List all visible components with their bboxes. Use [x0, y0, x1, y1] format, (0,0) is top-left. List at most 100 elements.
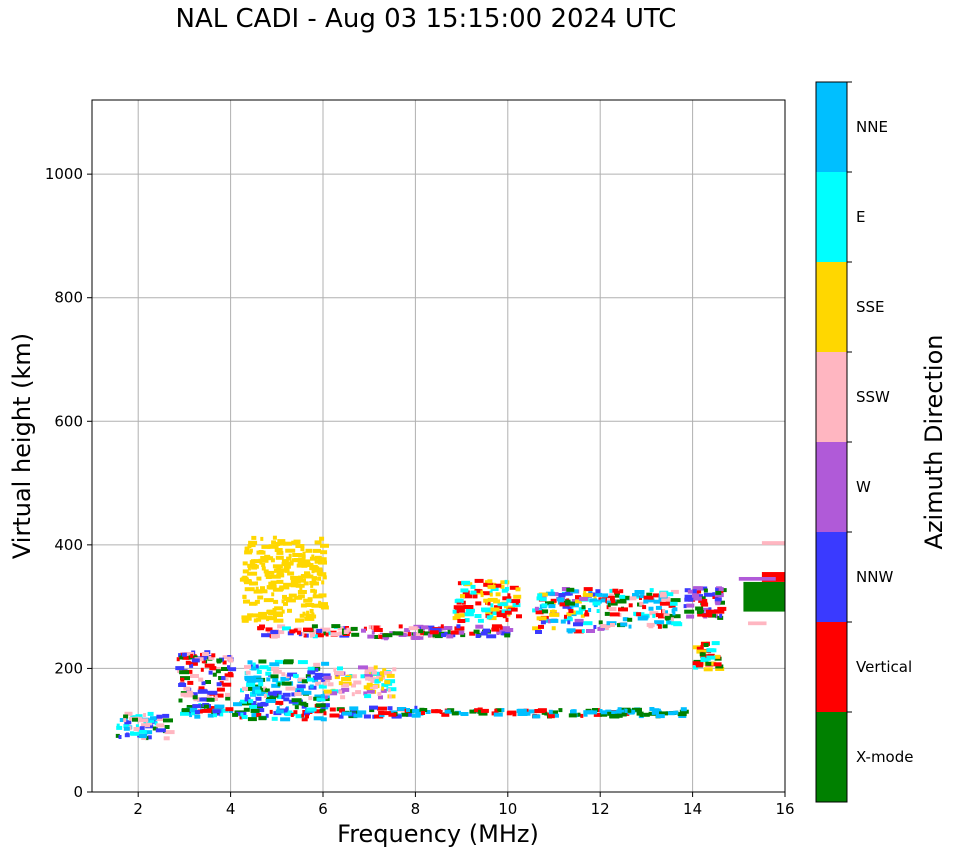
echo-cell [138, 718, 149, 723]
echo-cell [319, 557, 327, 562]
echo-cell [388, 694, 392, 699]
echo-cell [624, 708, 632, 713]
echo-cell [382, 668, 387, 673]
echo-cell [226, 656, 231, 661]
echo-cell [301, 679, 308, 684]
echo-cell [700, 596, 706, 601]
echo-cell [208, 655, 215, 660]
echo-cell [314, 709, 323, 714]
echo-cell [312, 633, 315, 637]
echo-cell [305, 714, 309, 719]
colorbar-tick-label: NNE [856, 118, 888, 136]
echo-cell [291, 698, 302, 703]
echo-cell [539, 597, 547, 602]
echo-cell [275, 700, 284, 705]
echo-cell [264, 572, 270, 577]
echo-cell [303, 578, 306, 583]
echo-cell [695, 663, 704, 668]
echo-cell [649, 611, 659, 616]
echo-cell [163, 718, 173, 723]
echo-cell [264, 554, 271, 559]
echo-cell [719, 600, 725, 605]
echo-cell [219, 712, 224, 717]
echo-cell [259, 560, 263, 565]
echo-cell [353, 680, 362, 685]
echo-cell [250, 543, 256, 548]
echo-cell [369, 708, 375, 713]
echo-cell [188, 661, 198, 666]
echo-cell [451, 711, 459, 716]
echo-cell [584, 610, 588, 615]
echo-cell [339, 690, 343, 695]
echo-cell [551, 609, 555, 614]
echo-cell [565, 601, 575, 606]
echo-cell [677, 712, 687, 717]
echo-cell [261, 544, 271, 549]
echo-cell [624, 617, 629, 622]
echo-cell [206, 697, 215, 702]
echo-cell [574, 599, 582, 604]
echo-cell [181, 652, 187, 657]
echo-cell [290, 583, 297, 588]
echo-cell [474, 578, 484, 583]
echo-cell [516, 614, 522, 619]
echo-cell [265, 575, 272, 579]
echo-cell [341, 683, 350, 688]
echo-cell [507, 710, 517, 715]
echo-cell [505, 617, 509, 622]
echo-cell [321, 661, 330, 666]
echo-cell [388, 712, 397, 717]
echo-cell [547, 714, 555, 719]
echo-cell [254, 601, 258, 606]
echo-cell [373, 628, 383, 632]
echo-cell [651, 710, 660, 715]
echo-cell [580, 613, 585, 618]
echo-cell [256, 670, 262, 674]
echo-cell [568, 609, 574, 613]
echo-cell [687, 589, 697, 594]
echo-cell [664, 610, 668, 615]
echo-cell [330, 691, 338, 696]
echo-cell [605, 595, 615, 600]
echo-cell [252, 613, 261, 618]
echo-cell [664, 615, 671, 620]
echo-cell [470, 584, 476, 589]
echo-cell [184, 652, 194, 656]
echo-cell [180, 711, 189, 716]
echo-cell [244, 550, 253, 555]
echo-cell [297, 590, 307, 594]
echo-cell [311, 612, 315, 617]
echo-cell [179, 670, 190, 675]
echo-cell [606, 600, 611, 605]
echo-cell [663, 613, 670, 618]
echo-cell [588, 608, 592, 612]
echo-cell [154, 721, 158, 726]
echo-cell [567, 620, 571, 625]
echo-cell [297, 677, 305, 682]
echo-cell [655, 714, 665, 719]
echo-cell [191, 711, 195, 716]
echo-cell [320, 605, 329, 610]
echo-cell [619, 594, 626, 599]
echo-cell [118, 735, 122, 739]
echo-cell [190, 653, 194, 658]
echo-cell [528, 709, 535, 714]
echo-points [115, 535, 785, 741]
echo-cell [218, 676, 222, 680]
echo-cell [300, 547, 305, 552]
echo-cell [684, 594, 693, 599]
echo-cell [444, 626, 453, 630]
echo-cell [242, 569, 249, 574]
echo-cell [305, 674, 311, 679]
echo-cell [300, 701, 307, 706]
echo-cell [178, 683, 187, 687]
echo-cell [281, 695, 285, 700]
echo-cell [212, 709, 221, 714]
x-axis-label: Frequency (MHz) [337, 820, 539, 848]
echo-cell [312, 594, 323, 599]
echo-cell [176, 657, 180, 662]
echo-cell [265, 570, 275, 575]
echo-cell [242, 686, 248, 691]
echo-cell [568, 713, 577, 718]
colorbar-frame [815, 81, 848, 803]
